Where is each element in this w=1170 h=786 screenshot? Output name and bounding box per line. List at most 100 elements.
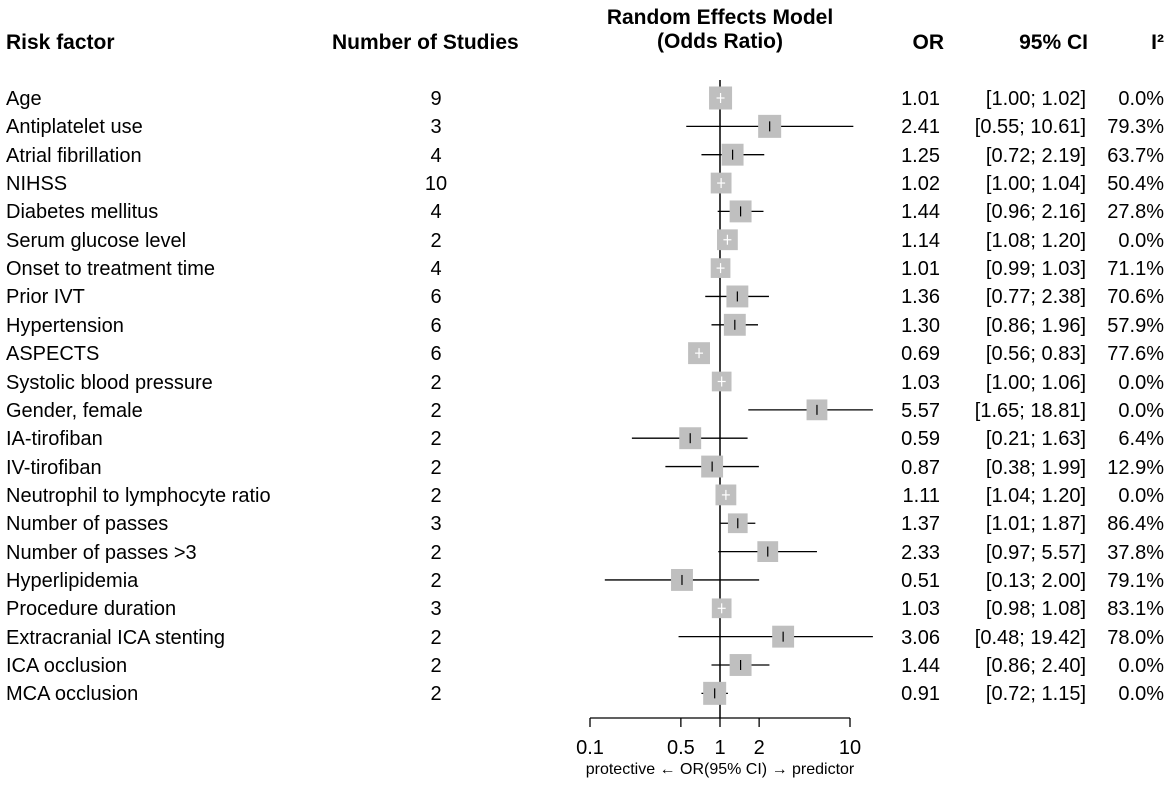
or-value: 2.33 — [901, 541, 940, 564]
or-value: 0.87 — [901, 456, 940, 479]
x-tick-label: 1 — [714, 737, 725, 759]
risk-factor-name: Atrial fibrillation — [6, 144, 142, 167]
ci-value: [0.96; 2.16] — [985, 201, 1086, 224]
ci-value: [0.86; 1.96] — [985, 314, 1086, 337]
table-row: Systolic blood pressure 2 1.03 [1.00; 1.06]… — [0, 369, 1170, 397]
i2-value: 0.0% — [1118, 371, 1164, 394]
table-row: Serum glucose level 2 1.14 [1.08; 1.20] 0.0% — [0, 227, 1170, 255]
study-count-text: 2 — [430, 456, 442, 479]
study-count-text: 2 — [430, 229, 442, 252]
or-value: 5.57 — [901, 399, 940, 422]
i2-value: 0.0% — [1118, 655, 1164, 677]
or-value: 2.41 — [901, 116, 940, 139]
i2-value: 83.1% — [1107, 598, 1164, 621]
risk-factor-name: Age — [6, 88, 42, 110]
table-row: Procedure duration 3 1.03 [0.98; 1.08] 83.1% — [0, 595, 1170, 623]
study-count-text: 9 — [430, 88, 442, 110]
i2-value: 71.1% — [1107, 258, 1164, 281]
ci-value: [0.38; 1.99] — [985, 456, 1086, 479]
ci-value: [0.48; 19.42] — [974, 626, 1086, 649]
ci-value: [1.01; 1.87] — [985, 513, 1086, 536]
table-row: Atrial fibrillation 4 1.25 [0.72; 2.19] 63.7… — [0, 142, 1170, 170]
i2-value: 57.9% — [1107, 314, 1164, 337]
risk-factor-name: Systolic blood pressure — [6, 371, 213, 394]
ci-value: [0.77; 2.38] — [985, 286, 1086, 309]
x-tick-label: 0.5 — [667, 737, 695, 759]
or-value: 0.69 — [901, 343, 940, 366]
or-value: 0.59 — [901, 428, 940, 451]
header-random-effects-model: Random Effects Model (Odds Ratio) — [560, 6, 880, 54]
or-value: 3.06 — [901, 626, 940, 649]
or-value: 1.37 — [901, 513, 940, 536]
i2-value: 78.0% — [1107, 626, 1164, 649]
study-count-text: 2 — [430, 428, 442, 451]
risk-factor-name: MCA occlusion — [6, 683, 139, 706]
table-row: Antiplatelet use 3 2.41 [0.55; 10.61] 79.3% — [0, 113, 1170, 141]
risk-factor-name: Antiplatelet use — [6, 116, 143, 139]
axis-caption: protective ← OR(95% CI) → predictor — [585, 761, 855, 778]
ci-value: [1.00; 1.04] — [985, 173, 1086, 196]
study-count-text: 2 — [430, 399, 442, 422]
x-tick-label: 10 — [839, 737, 861, 759]
i2-value: 0.0% — [1118, 683, 1164, 706]
risk-factor-name: Gender, female — [6, 399, 143, 422]
i2-value: 0.0% — [1118, 229, 1164, 252]
i2-value: 6.4% — [1118, 428, 1164, 451]
study-count-text: 4 — [430, 201, 442, 224]
risk-factor-name: IA-tirofiban — [6, 428, 103, 451]
ci-value: [0.13; 2.00] — [985, 569, 1086, 592]
risk-factor-name: Hypertension — [6, 314, 124, 337]
or-value: 1.30 — [901, 314, 940, 337]
risk-factor-name: Neutrophil to lymphocyte ratio — [6, 484, 271, 507]
study-count-text: 6 — [430, 314, 442, 337]
risk-factor-name: Serum glucose level — [6, 229, 187, 252]
ci-value: [0.55; 10.61] — [974, 116, 1086, 139]
or-value: 1.01 — [901, 88, 940, 110]
table-row: Neutrophil to lymphocyte ratio 2 1.11 [1.04… — [0, 482, 1170, 510]
risk-factor-name: Extracranial ICA stenting — [6, 626, 225, 649]
header-risk-factor: Risk factor — [6, 31, 115, 54]
i2-value: 12.9% — [1107, 456, 1164, 479]
i2-value: 86.4% — [1107, 513, 1164, 536]
table-row: Number of passes >3 2 2.33 [0.97; 5.57] 37.8… — [0, 539, 1170, 567]
table-row: IV-tirofiban 2 0.87 [0.38; 1.99] 12.9% — [0, 454, 1170, 482]
study-count-text: 4 — [430, 258, 442, 281]
risk-factor-name: NIHSS — [6, 173, 68, 196]
table-row: NIHSS 10 1.02 [1.00; 1.04] 50.4% — [0, 170, 1170, 198]
or-value: 0.91 — [901, 683, 940, 706]
study-count-text: 2 — [430, 626, 442, 649]
ci-value: [1.00; 1.02] — [985, 88, 1086, 110]
or-value: 1.02 — [901, 173, 940, 196]
i2-value: 79.3% — [1107, 116, 1164, 139]
table-row: Hypertension 6 1.30 [0.86; 1.96] 57.9% — [0, 312, 1170, 340]
header-or: OR — [912, 31, 945, 54]
table-row: Extracranial ICA stenting 2 3.06 [0.48; 19.… — [0, 624, 1170, 652]
i2-value: 79.1% — [1107, 569, 1164, 592]
or-value: 1.03 — [901, 371, 940, 394]
table-row: Gender, female 2 5.57 [1.65; 18.81] 0.0% — [0, 397, 1170, 425]
table-row: Prior IVT 6 1.36 [0.77; 2.38] 70.6% — [0, 283, 1170, 311]
risk-factor-name: IV-tirofiban — [6, 456, 102, 479]
ci-value: [0.99; 1.03] — [985, 258, 1086, 281]
study-count-text: 3 — [430, 116, 442, 139]
or-value: 1.44 — [901, 201, 940, 224]
or-value: 1.03 — [901, 598, 940, 621]
risk-factor-name: ICA occlusion — [6, 655, 128, 677]
table-row: MCA occlusion 2 0.91 [0.72; 1.15] 0.0% — [0, 680, 1170, 708]
study-count-text: 2 — [430, 484, 442, 507]
header-model-line1: Random Effects Model — [606, 6, 834, 29]
study-count-text: 2 — [430, 371, 442, 394]
study-count-text: 6 — [430, 286, 442, 309]
ci-value: [0.98; 1.08] — [985, 598, 1086, 621]
ci-value: [0.86; 2.40] — [985, 655, 1086, 677]
ci-value: [1.08; 1.20] — [985, 229, 1086, 252]
i2-value: 27.8% — [1107, 201, 1164, 224]
ci-value: [0.21; 1.63] — [985, 428, 1086, 451]
i2-value: 70.6% — [1107, 286, 1164, 309]
risk-factor-name: Prior IVT — [6, 286, 85, 309]
study-count-text: 2 — [430, 683, 442, 706]
or-value: 1.36 — [901, 286, 940, 309]
ci-value: [0.97; 5.57] — [985, 541, 1086, 564]
i2-value: 63.7% — [1107, 144, 1164, 167]
